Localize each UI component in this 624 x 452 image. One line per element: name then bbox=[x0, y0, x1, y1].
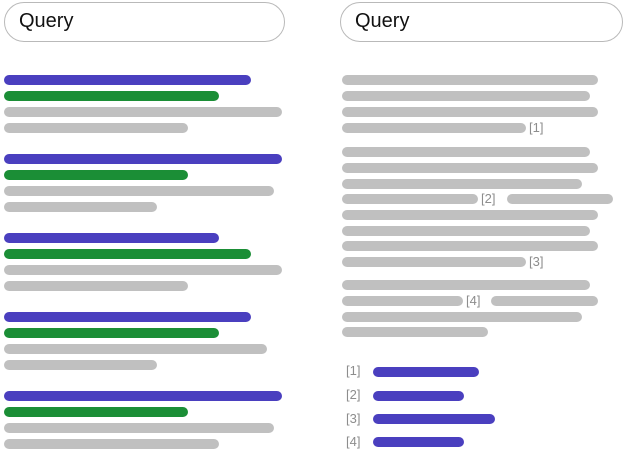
left-query-box[interactable]: Query bbox=[4, 2, 285, 42]
result-snippet-line bbox=[4, 91, 219, 101]
reference-marker: [2] bbox=[346, 387, 361, 402]
answer-text-line bbox=[491, 296, 598, 306]
reference-link-line[interactable] bbox=[373, 414, 495, 424]
answer-text-line bbox=[342, 257, 526, 267]
result-text-line bbox=[4, 186, 274, 196]
left-query-label: Query bbox=[19, 10, 74, 32]
result-text-line bbox=[4, 107, 282, 117]
reference-marker: [4] bbox=[346, 434, 361, 449]
answer-text-line bbox=[342, 327, 488, 337]
answer-text-line bbox=[342, 107, 598, 117]
citation-marker[interactable]: [2] bbox=[481, 191, 496, 206]
answer-text-line bbox=[342, 163, 598, 173]
result-snippet-line bbox=[4, 328, 219, 338]
result-text-line bbox=[4, 123, 188, 133]
result-text-line bbox=[4, 360, 157, 370]
answer-text-line bbox=[342, 75, 598, 85]
answer-text-line bbox=[342, 123, 526, 133]
answer-text-line bbox=[507, 194, 613, 204]
result-title-line bbox=[4, 391, 282, 401]
result-snippet-line bbox=[4, 407, 188, 417]
reference-marker: [3] bbox=[346, 411, 361, 426]
citation-marker[interactable]: [4] bbox=[466, 293, 481, 308]
answer-text-line bbox=[342, 296, 463, 306]
result-title-line bbox=[4, 75, 251, 85]
result-text-line bbox=[4, 344, 267, 354]
reference-link-line[interactable] bbox=[373, 437, 464, 447]
result-text-line bbox=[4, 265, 282, 275]
answer-text-line bbox=[342, 147, 590, 157]
result-text-line bbox=[4, 281, 188, 291]
answer-text-line bbox=[342, 280, 590, 290]
reference-link-line[interactable] bbox=[373, 391, 464, 401]
result-title-line bbox=[4, 312, 251, 322]
result-title-line bbox=[4, 154, 282, 164]
answer-text-line bbox=[342, 179, 582, 189]
right-query-label: Query bbox=[355, 10, 410, 32]
answer-text-line bbox=[342, 194, 478, 204]
result-snippet-line bbox=[4, 170, 188, 180]
result-text-line bbox=[4, 423, 274, 433]
citation-marker[interactable]: [3] bbox=[529, 254, 544, 269]
reference-link-line[interactable] bbox=[373, 367, 479, 377]
reference-marker: [1] bbox=[346, 363, 361, 378]
result-title-line bbox=[4, 233, 219, 243]
answer-text-line bbox=[342, 226, 590, 236]
result-text-line bbox=[4, 202, 157, 212]
answer-text-line bbox=[342, 91, 590, 101]
result-snippet-line bbox=[4, 249, 251, 259]
citation-marker[interactable]: [1] bbox=[529, 120, 544, 135]
answer-text-line bbox=[342, 312, 582, 322]
right-query-box[interactable]: Query bbox=[340, 2, 623, 42]
answer-text-line bbox=[342, 210, 598, 220]
result-text-line bbox=[4, 439, 219, 449]
answer-text-line bbox=[342, 241, 598, 251]
